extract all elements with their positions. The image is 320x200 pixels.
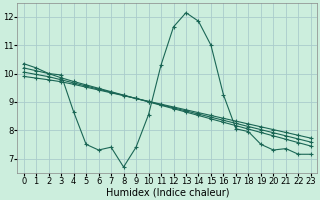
X-axis label: Humidex (Indice chaleur): Humidex (Indice chaleur) [106,187,229,197]
